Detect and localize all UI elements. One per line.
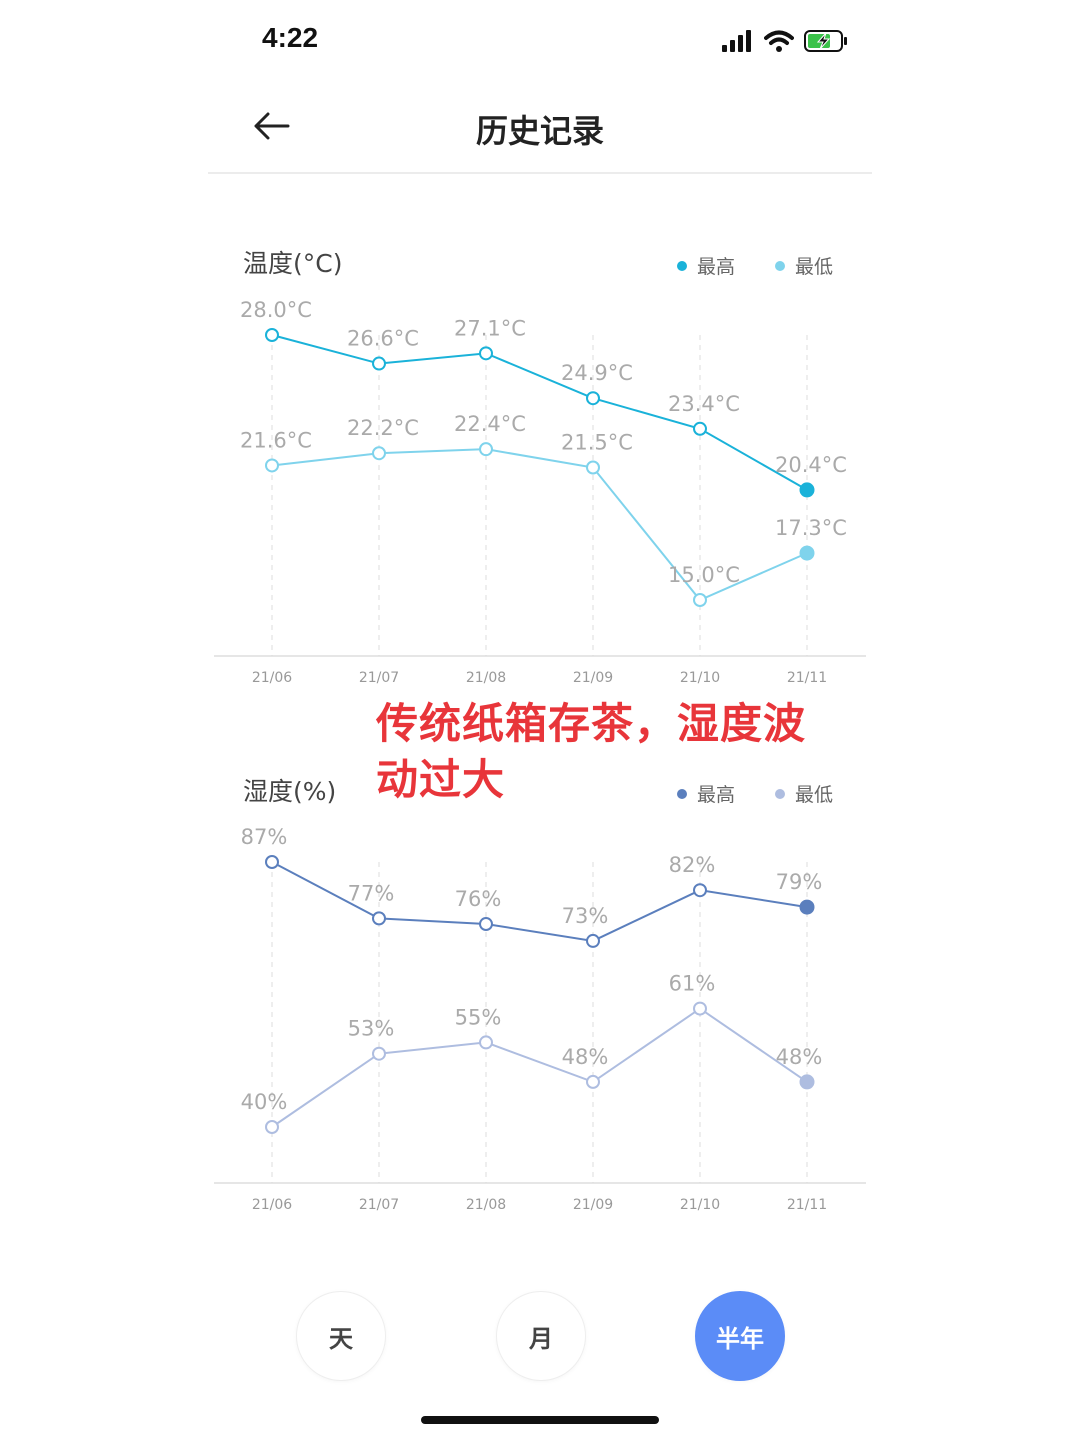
status-icons: [722, 28, 848, 54]
temp-data-point: [799, 545, 815, 561]
temp-data-label: 20.4°C: [775, 453, 847, 477]
status-time: 4:22: [262, 22, 319, 53]
humidity-data-point: [265, 1120, 279, 1134]
page-title: 历史记录: [475, 112, 604, 150]
temp-data-point: [479, 442, 493, 457]
humidity-x-tick-label: 21/11: [787, 1197, 827, 1213]
humidity-legend-high-dot: [677, 789, 687, 799]
humidity-data-label: 73%: [562, 904, 609, 928]
temp-x-tick-label: 21/11: [787, 670, 827, 686]
humidity-data-point: [372, 911, 386, 926]
temp-x-tick-label: 21/10: [680, 670, 720, 686]
temp-data-point: [799, 482, 815, 498]
humidity-data-point: [479, 917, 493, 932]
temp-legend-high-label: 最高: [697, 256, 735, 278]
temp-data-point: [372, 446, 386, 461]
status-bar: 4:22: [0, 0, 1080, 80]
humidity-series-line-low: [271, 1007, 808, 1128]
humidity-data-label: 76%: [455, 887, 502, 911]
humidity-chart-plot: 21/06 21/07 21/08 21/09 21/10 21/11 87% 77% 76% 7…: [214, 825, 866, 1213]
humidity-data-point: [693, 1001, 707, 1016]
temp-series-line-low: [271, 448, 808, 602]
temp-data-point: [479, 346, 493, 361]
humidity-legend-low-label: 最低: [795, 784, 833, 806]
temp-data-point: [586, 460, 600, 475]
period-button-day[interactable]: 天: [296, 1291, 386, 1381]
temp-data-label: 15.0°C: [668, 563, 740, 587]
humidity-data-label: 48%: [562, 1045, 609, 1069]
temp-data-point: [693, 421, 707, 436]
temp-x-tick-label: 21/07: [359, 670, 399, 686]
temp-data-label: 23.4°C: [668, 392, 740, 416]
temp-legend-high-dot: [677, 261, 687, 271]
humidity-series-line-high: [271, 861, 808, 942]
humidity-data-label: 87%: [241, 825, 288, 849]
temp-data-label: 22.4°C: [454, 412, 526, 436]
humidity-data-point: [265, 855, 279, 869]
humidity-data-label: 61%: [669, 972, 716, 996]
humidity-data-point: [799, 899, 815, 915]
humidity-data-label: 40%: [241, 1090, 288, 1114]
humidity-data-label: 82%: [669, 853, 716, 877]
humidity-legend-high-label: 最高: [697, 784, 735, 806]
humidity-data-point: [372, 1046, 386, 1061]
humidity-x-tick-label: 21/08: [466, 1197, 506, 1213]
humidity-data-point: [586, 933, 600, 948]
humidity-data-label: 53%: [348, 1017, 395, 1041]
humidity-x-tick-label: 21/06: [252, 1197, 292, 1213]
temp-legend-low-dot: [775, 261, 785, 271]
humidity-data-label: 79%: [776, 870, 823, 894]
temp-data-label: 27.1°C: [454, 316, 526, 340]
nav-bar: 历史记录: [208, 86, 872, 174]
temp-data-label: 21.5°C: [561, 431, 633, 455]
temp-x-tick-label: 21/09: [573, 670, 613, 686]
temp-data-label: 26.6°C: [347, 327, 419, 351]
temp-data-point: [586, 391, 600, 406]
temp-data-point: [693, 593, 707, 607]
humidity-data-label: 77%: [348, 881, 395, 905]
temp-chart-plot: 21/06 21/07 21/08 21/09 21/10 21/11 28.0°C 26.6…: [214, 298, 866, 686]
temp-x-tick-label: 21/06: [252, 670, 292, 686]
signal-icon: [722, 30, 751, 52]
temp-legend-low-label: 最低: [795, 256, 833, 278]
annotation-text: 传统纸箱存茶，湿度波动过大: [376, 699, 807, 804]
humidity-data-point: [479, 1035, 493, 1050]
temp-data-label: 21.6°C: [240, 428, 312, 452]
temp-series-line-high: [271, 334, 808, 491]
temp-data-label: 17.3°C: [775, 516, 847, 540]
humidity-x-tick-label: 21/09: [573, 1197, 613, 1213]
humidity-x-tick-label: 21/10: [680, 1197, 720, 1213]
wifi-icon: [764, 30, 794, 52]
humidity-data-label: 55%: [455, 1005, 502, 1029]
humidity-data-label: 48%: [776, 1045, 823, 1069]
temp-data-label: 28.0°C: [240, 298, 312, 322]
battery-charging-icon: [804, 30, 847, 52]
temp-data-label: 24.9°C: [561, 361, 633, 385]
temp-x-tick-label: 21/08: [466, 670, 506, 686]
home-indicator: [421, 1416, 659, 1424]
temp-chart-title: 温度(°C): [243, 249, 342, 278]
humidity-data-point: [799, 1074, 815, 1090]
humidity-chart-title: 湿度(%): [243, 777, 336, 806]
temp-data-point: [372, 356, 386, 371]
humidity-x-tick-label: 21/07: [359, 1197, 399, 1213]
temp-data-point: [265, 458, 279, 473]
period-button-month[interactable]: 月: [496, 1291, 586, 1381]
humidity-data-point: [693, 883, 707, 898]
humidity-data-point: [586, 1074, 600, 1089]
back-arrow-icon[interactable]: [252, 110, 292, 142]
period-button-half-year[interactable]: 半年: [695, 1291, 785, 1381]
humidity-legend-low-dot: [775, 789, 785, 799]
temp-data-label: 22.2°C: [347, 416, 419, 440]
temp-data-point: [265, 328, 279, 342]
